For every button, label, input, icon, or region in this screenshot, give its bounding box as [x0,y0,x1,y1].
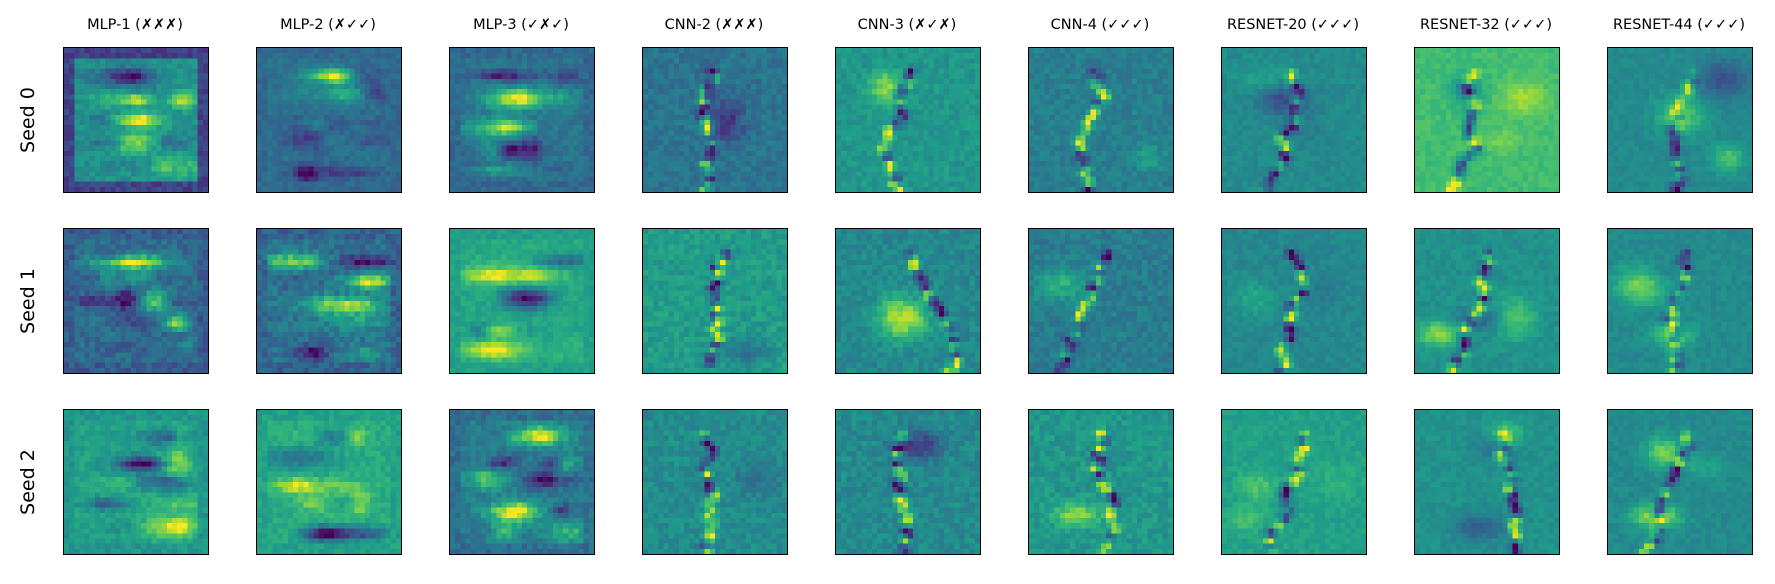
row-label-text: Seed 2 [17,449,40,515]
saliency-map-panel [256,47,402,193]
saliency-map-panel [449,409,595,555]
saliency-heatmap [1415,410,1559,554]
row-label: Seed 1 [14,228,42,374]
saliency-map-panel [1607,47,1753,193]
saliency-map-panel [63,47,209,193]
saliency-map-panel [449,228,595,374]
saliency-map-panel [642,228,788,374]
column-title: CNN-3 (✗✓✗) [857,17,957,33]
saliency-map-panel [1414,47,1560,193]
row-label: Seed 0 [14,47,42,193]
saliency-heatmap [1222,410,1366,554]
saliency-heatmap [643,410,787,554]
saliency-map-panel [1414,228,1560,374]
column-title: CNN-4 (✓✓✓) [1050,17,1150,33]
row-label-text: Seed 1 [17,268,40,334]
saliency-heatmap [1608,48,1752,192]
saliency-map-panel [449,47,595,193]
saliency-heatmap [1415,229,1559,373]
saliency-map-panel [1221,47,1367,193]
saliency-map-panel [835,409,981,555]
saliency-map-panel [1028,47,1174,193]
saliency-heatmap [1029,410,1173,554]
saliency-heatmap [836,229,980,373]
saliency-heatmap [1222,48,1366,192]
saliency-map-panel [835,228,981,374]
saliency-heatmap [1608,229,1752,373]
saliency-heatmap [450,48,594,192]
saliency-heatmap [1608,410,1752,554]
saliency-heatmap [257,229,401,373]
saliency-heatmap [1415,48,1559,192]
saliency-heatmap [1222,229,1366,373]
row-label: Seed 2 [14,409,42,555]
saliency-heatmap [64,48,208,192]
saliency-map-panel [256,228,402,374]
saliency-heatmap [257,410,401,554]
row-label-text: Seed 0 [17,87,40,153]
column-title: CNN-2 (✗✗✗) [664,17,764,33]
saliency-heatmap [1029,48,1173,192]
saliency-map-panel [1414,409,1560,555]
saliency-map-panel [1221,409,1367,555]
saliency-map-panel [1028,228,1174,374]
saliency-heatmap [257,48,401,192]
saliency-heatmap [836,48,980,192]
column-title: MLP-2 (✗✓✓) [280,17,376,33]
column-title: RESNET-44 (✓✓✓) [1612,17,1746,33]
saliency-map-panel [642,409,788,555]
column-title: RESNET-32 (✓✓✓) [1419,17,1553,33]
saliency-map-panel [63,228,209,374]
saliency-map-panel [1607,228,1753,374]
saliency-heatmap [836,410,980,554]
saliency-map-panel [1221,228,1367,374]
saliency-map-panel [1028,409,1174,555]
saliency-heatmap [643,48,787,192]
saliency-map-panel [835,47,981,193]
saliency-heatmap [64,410,208,554]
saliency-map-panel [256,409,402,555]
saliency-heatmap [450,410,594,554]
saliency-heatmap [64,229,208,373]
saliency-map-panel [642,47,788,193]
column-title: RESNET-20 (✓✓✓) [1226,17,1360,33]
saliency-heatmap [450,229,594,373]
saliency-map-panel [1607,409,1753,555]
saliency-heatmap [643,229,787,373]
saliency-map-panel [63,409,209,555]
column-title: MLP-3 (✓✗✓) [473,17,569,33]
column-title: MLP-1 (✗✗✗) [87,17,183,33]
saliency-heatmap [1029,229,1173,373]
